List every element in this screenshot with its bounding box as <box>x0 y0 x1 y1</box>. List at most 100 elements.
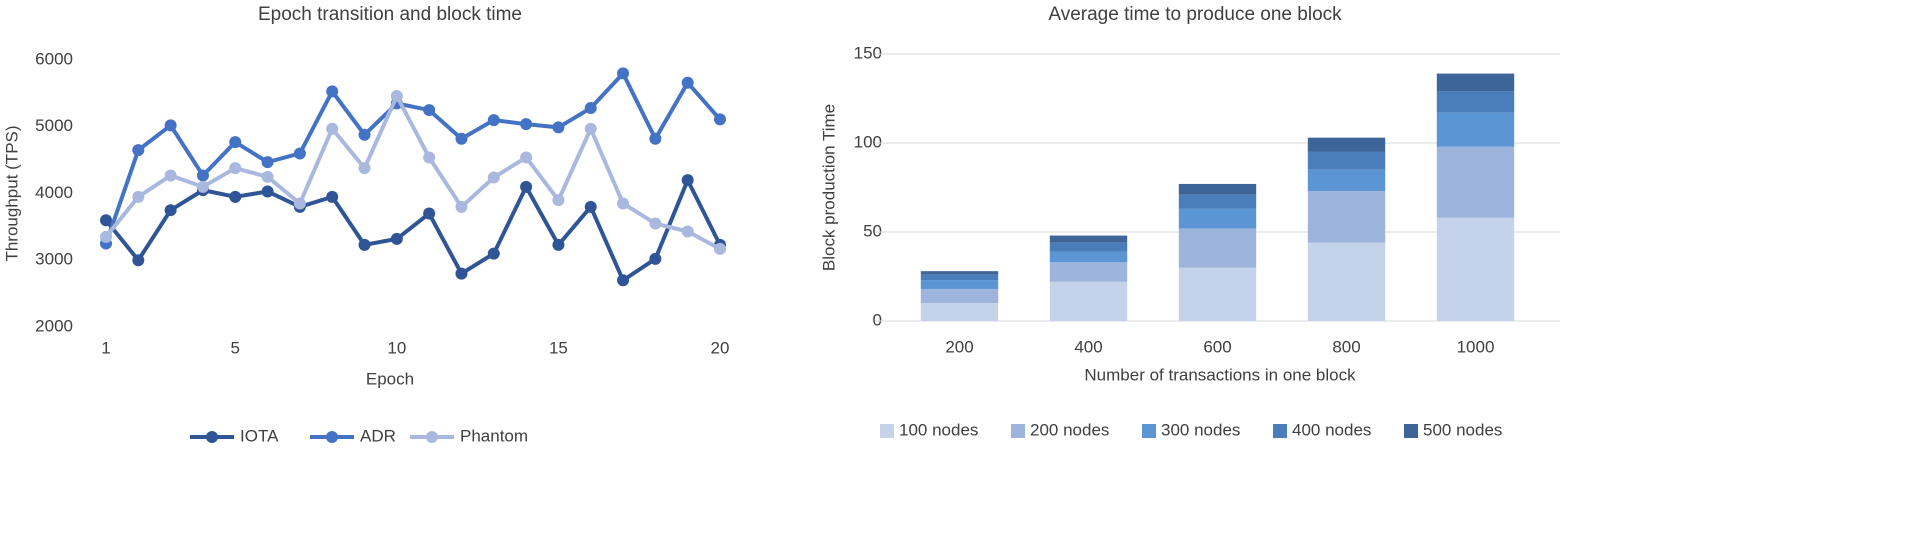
x-axis-title: Number of transactions in one block <box>1084 365 1356 384</box>
data-point <box>681 174 694 187</box>
data-point <box>487 247 500 260</box>
data-point <box>423 207 436 220</box>
data-point <box>584 122 597 135</box>
legend-label: 400 nodes <box>1292 420 1371 439</box>
x-tick-label: 1000 <box>1457 337 1495 356</box>
data-point <box>100 214 112 227</box>
data-point <box>132 144 145 157</box>
series-line <box>104 69 722 245</box>
bar-segment <box>1049 262 1128 282</box>
legend-swatch <box>1273 424 1287 438</box>
data-point <box>358 238 371 251</box>
legend-label: IOTA <box>240 426 279 445</box>
y-axis-title: Block production Time <box>819 104 838 271</box>
data-point <box>584 102 597 115</box>
data-point <box>487 171 500 184</box>
data-point <box>520 151 533 164</box>
legend-label: 100 nodes <box>899 420 978 439</box>
data-point <box>358 162 371 175</box>
y-tick-label: 5000 <box>35 116 73 135</box>
bar-segment <box>920 271 999 275</box>
data-point <box>681 76 694 89</box>
bar-segment <box>1049 242 1128 252</box>
bar-segment <box>1307 169 1386 192</box>
bar-segment <box>1049 235 1128 243</box>
y-tick-label: 3000 <box>35 250 73 269</box>
bar-segment <box>920 288 999 304</box>
y-tick-label: 100 <box>854 132 882 151</box>
x-tick-label: 400 <box>1074 337 1102 356</box>
series-line <box>104 175 722 284</box>
series-line <box>104 91 721 251</box>
data-point <box>390 232 403 245</box>
data-point <box>390 90 403 103</box>
legend-label: 200 nodes <box>1030 420 1109 439</box>
data-point <box>552 194 565 207</box>
chart-title: Average time to produce one block <box>1048 4 1342 25</box>
y-tick-label: 2000 <box>35 316 73 335</box>
legend-label: ADR <box>360 426 396 445</box>
data-point <box>681 225 694 238</box>
bar-segment <box>920 303 999 321</box>
bar-segment <box>1178 194 1257 209</box>
y-tick-label: 150 <box>854 43 882 62</box>
data-point <box>455 132 468 145</box>
data-point <box>423 151 436 164</box>
bar-segment <box>920 274 999 281</box>
data-point <box>164 119 177 132</box>
data-point <box>293 147 306 160</box>
data-point <box>423 104 436 117</box>
data-point <box>358 128 371 141</box>
data-point <box>261 170 274 183</box>
data-point <box>196 180 209 193</box>
bar-segment <box>1307 151 1386 170</box>
legend-label: Phantom <box>460 426 528 445</box>
data-point <box>584 200 597 213</box>
bar-segment <box>1049 281 1128 321</box>
x-tick-label: 5 <box>231 338 240 357</box>
x-tick-label: 800 <box>1332 337 1360 356</box>
data-point <box>326 122 339 135</box>
data-point <box>229 136 242 149</box>
data-point <box>100 230 112 243</box>
data-point <box>326 85 339 98</box>
data-point <box>229 190 242 203</box>
x-tick-label: 20 <box>711 338 730 357</box>
data-point <box>261 156 274 169</box>
bar-segment <box>1178 208 1257 229</box>
legend-swatch <box>880 424 894 438</box>
data-point <box>617 197 630 210</box>
y-tick-label: 6000 <box>35 49 73 68</box>
x-tick-label: 10 <box>387 338 406 357</box>
data-point <box>714 113 726 126</box>
y-tick-label: 50 <box>863 221 882 240</box>
data-point <box>196 169 209 182</box>
data-point <box>261 185 274 198</box>
bar-segment <box>1049 251 1128 263</box>
legend-marker <box>206 431 218 443</box>
x-tick-label: 600 <box>1203 337 1231 356</box>
data-point <box>487 114 500 127</box>
bar-segment <box>1307 137 1386 152</box>
data-point <box>649 217 662 230</box>
legend-marker <box>426 431 438 443</box>
y-tick-label: 0 <box>873 310 882 329</box>
data-point <box>520 180 533 193</box>
legend-swatch <box>1011 424 1025 438</box>
data-point <box>229 162 242 175</box>
bar-segment <box>1307 191 1386 243</box>
bar-segment <box>1178 228 1257 268</box>
data-point <box>552 121 565 134</box>
x-tick-label: 15 <box>549 338 568 357</box>
legend-marker <box>326 431 338 443</box>
bar-segment <box>1436 112 1515 147</box>
legend-label: 300 nodes <box>1161 420 1240 439</box>
data-point <box>649 252 662 265</box>
data-point <box>132 190 145 203</box>
bar-segment <box>1436 217 1515 321</box>
y-axis-title: Throughput (TPS) <box>2 125 21 261</box>
data-point <box>455 200 468 213</box>
chart-title: Epoch transition and block time <box>258 4 522 25</box>
